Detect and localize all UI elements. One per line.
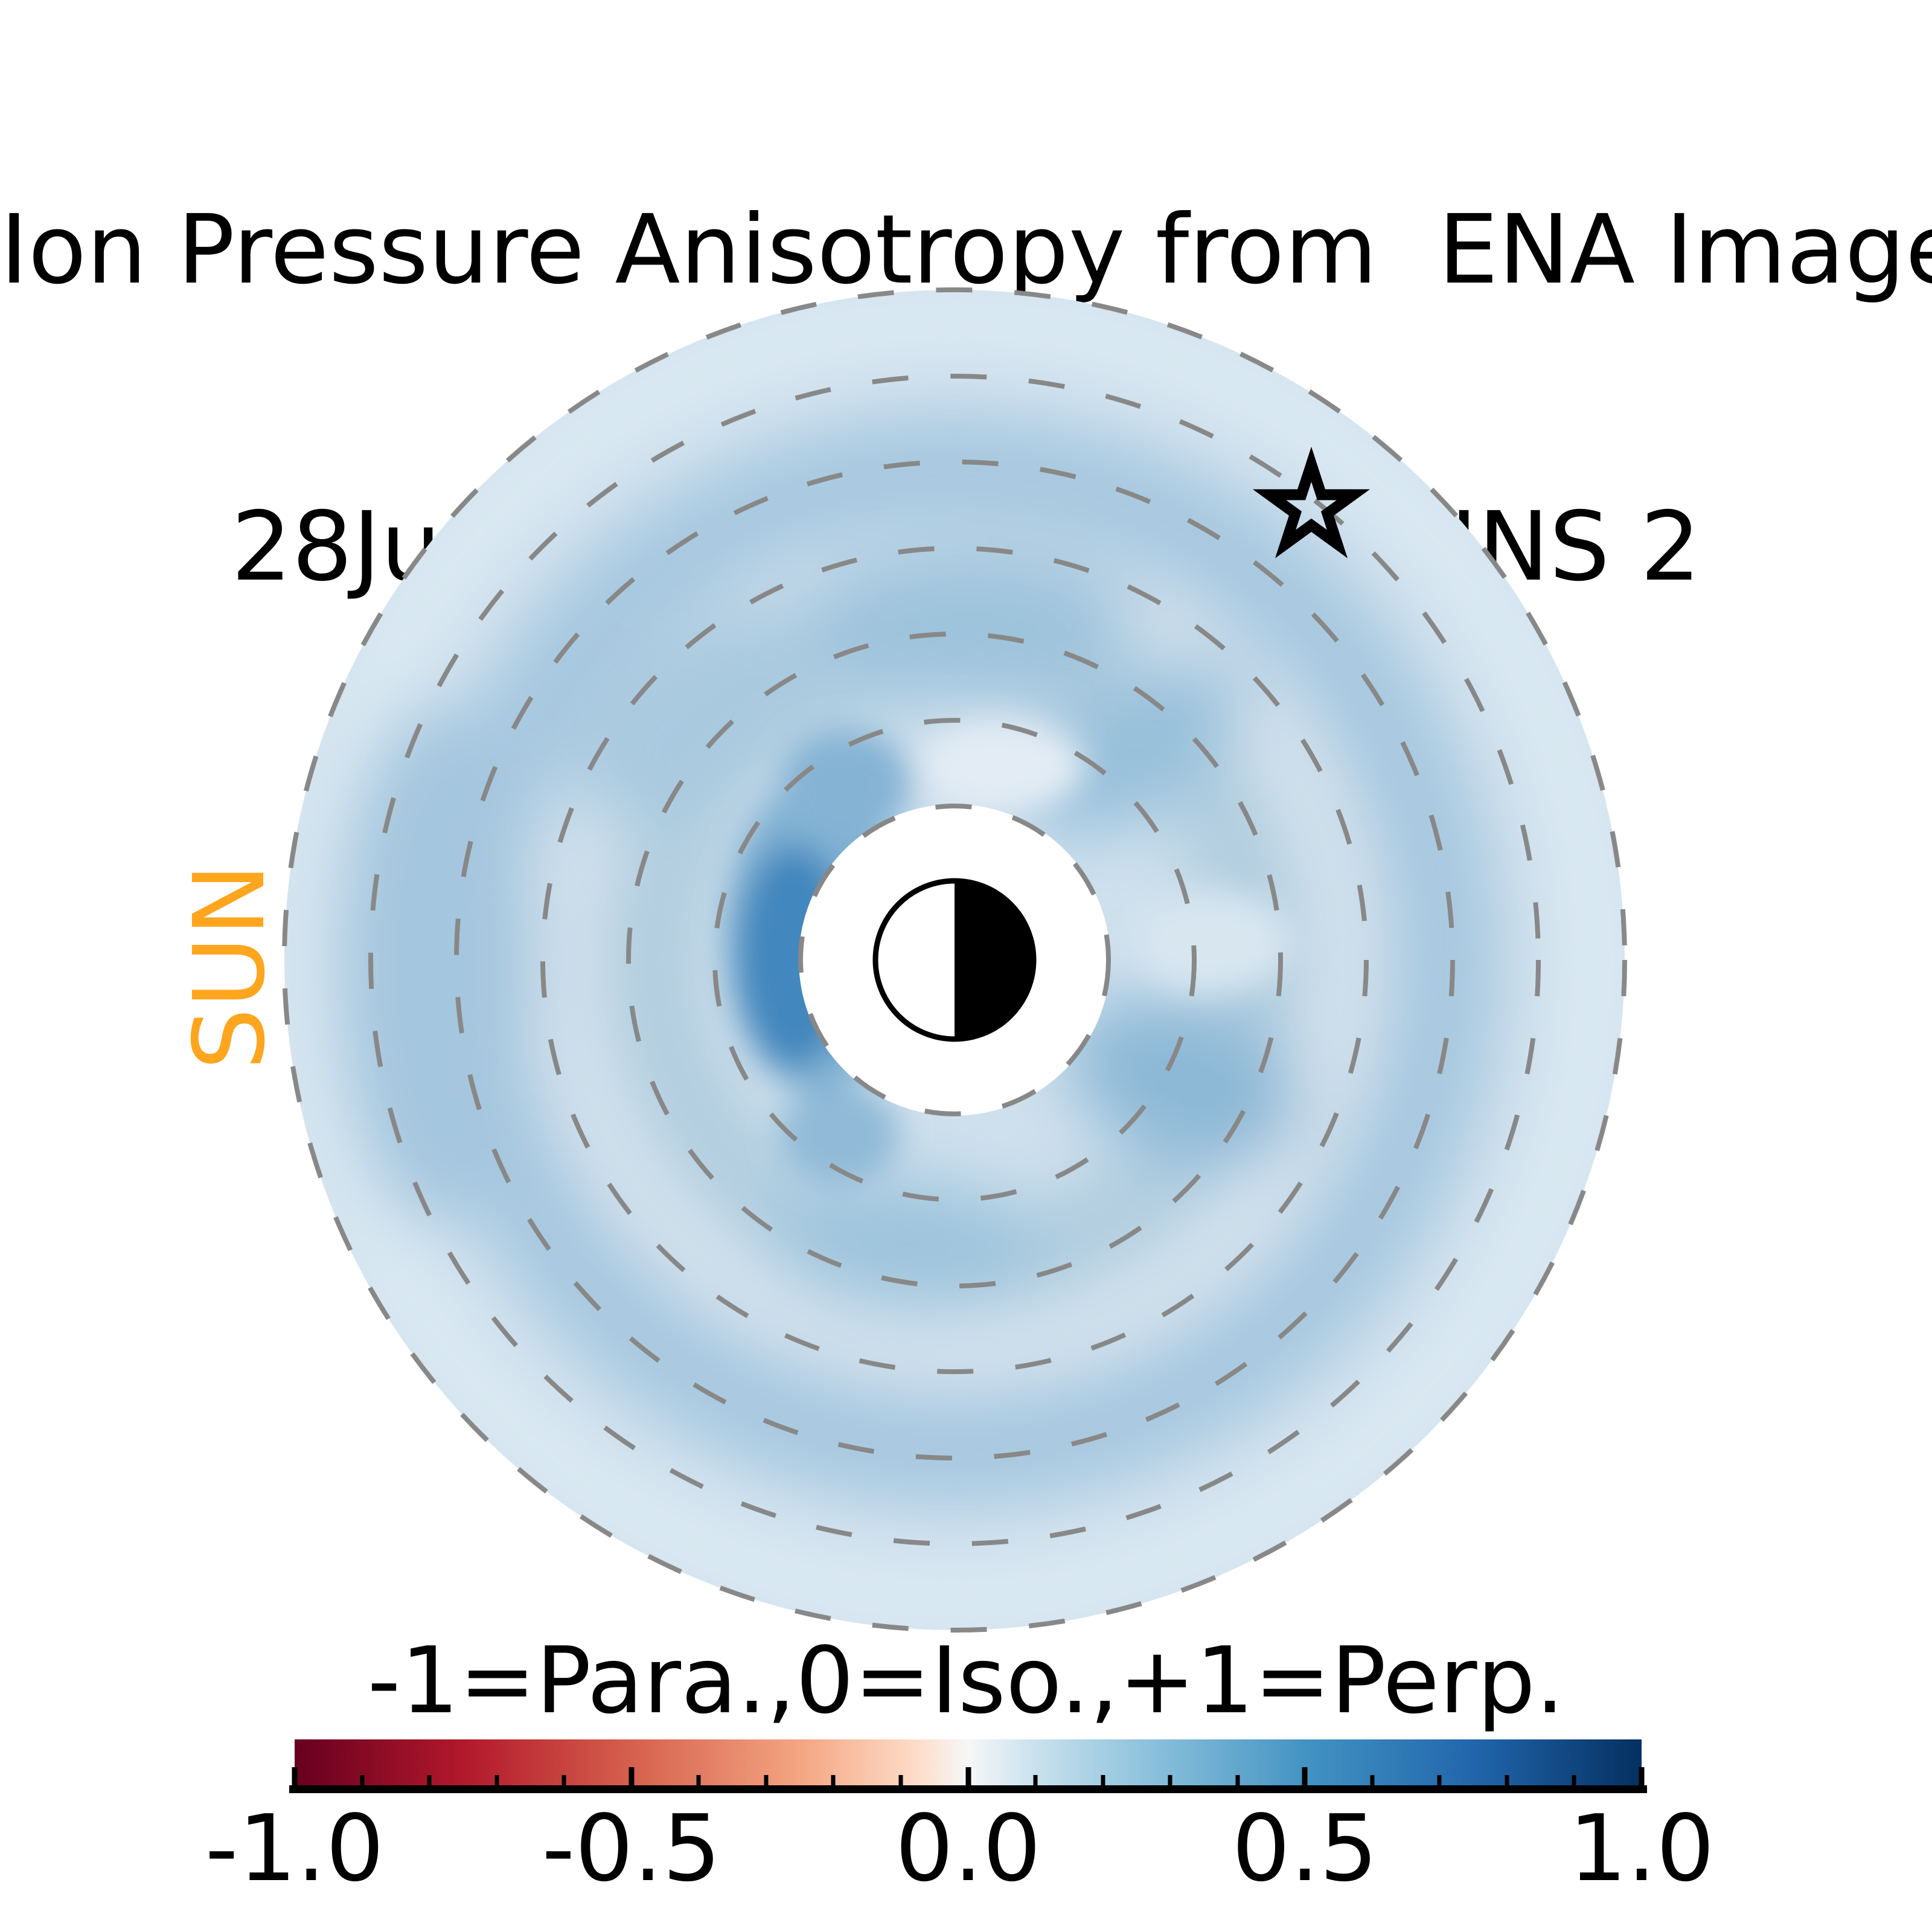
colorbar-tick-labels: -1.0 -0.5 0.0 0.5 1.0 (205, 1795, 1715, 1903)
colorbar-major-tick (965, 1767, 971, 1785)
range-ring (798, 804, 1111, 1116)
colorbar-major-tick (292, 1767, 298, 1785)
colorbar-minor-tick (764, 1775, 769, 1785)
colorbar-minor-tick (494, 1775, 499, 1785)
colorbar-minor-tick (1370, 1775, 1375, 1785)
colorbar-minor-tick (1033, 1775, 1038, 1785)
range-ring (540, 546, 1369, 1374)
colorbar-minor-tick (1505, 1775, 1509, 1785)
colorbar-tick-label: 0.5 (1232, 1795, 1378, 1902)
colorbar-minor-tick (1168, 1775, 1172, 1785)
star-marker (1252, 446, 1371, 558)
colorbar-minor-tick (696, 1775, 701, 1785)
colorbar-major-tick (629, 1767, 635, 1785)
colorbar-tick-label: -1.0 (205, 1795, 385, 1902)
colorbar-gradient (289, 1739, 1647, 1793)
colorbar-minor-tick (898, 1775, 903, 1785)
colorbar-minor-tick (561, 1775, 566, 1785)
range-ring (626, 632, 1283, 1288)
title-line-1: Ion Pressure Anisotropy from ENA Images (0, 194, 1932, 305)
earth-nightside (955, 881, 1034, 1039)
colorbar-tick-label: 1.0 (1569, 1795, 1715, 1902)
range-ring (282, 287, 1627, 1633)
colorbar-ticks (292, 1739, 1645, 1785)
colorbar-tick-label: 0.0 (895, 1795, 1041, 1902)
colorbar-tick-label: -0.5 (542, 1795, 721, 1902)
colorbar-minor-tick (1572, 1775, 1576, 1785)
colorbar-minor-tick (1437, 1775, 1442, 1785)
colorbar-minor-tick (1101, 1775, 1105, 1785)
colorbar-minor-tick (427, 1775, 432, 1785)
colorbar-axis-line (289, 1785, 1647, 1793)
colorbar-major-tick (1639, 1767, 1645, 1785)
colorbar-major-tick (1302, 1767, 1308, 1785)
sun-direction-label: SUN (173, 863, 287, 1070)
earth-symbol (872, 878, 1037, 1042)
colorbar-minor-tick (1235, 1775, 1240, 1785)
colorbar-minor-tick (360, 1775, 365, 1785)
colorbar-title: -1=Para.,0=Iso.,+1=Perp. (367, 1627, 1565, 1734)
range-ring (454, 459, 1455, 1460)
range-ring (712, 718, 1197, 1202)
range-ring (368, 374, 1541, 1546)
colorbar-minor-tick (831, 1775, 836, 1785)
